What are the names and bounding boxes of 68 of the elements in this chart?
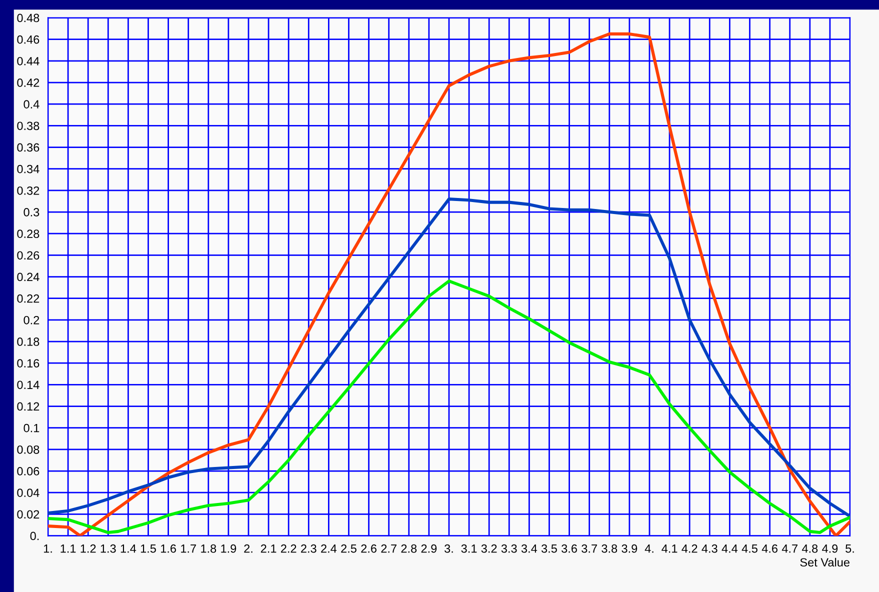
x-tick-label: 1.9: [221, 544, 236, 553]
x-tick-label: 4.9: [822, 544, 838, 553]
x-tick-label: 2.3: [301, 544, 316, 553]
y-tick-label: 0.: [30, 532, 39, 540]
y-tick-label: 0.06: [17, 467, 40, 476]
y-tick-label: 0.4: [24, 100, 40, 108]
y-tick-label: 0.28: [17, 230, 40, 238]
y-tick-label: 0.44: [17, 56, 40, 66]
x-tick-label: 1.: [44, 544, 52, 553]
x-tick-label: 1.8: [201, 544, 216, 553]
x-tick-label: 1.4: [120, 544, 136, 553]
y-tick-label: 0.14: [17, 380, 40, 390]
y-tick-label: 0.02: [17, 510, 40, 519]
x-tick-label: 3.: [444, 544, 453, 553]
x-tick-label: 2.5: [341, 544, 356, 553]
y-tick-label: 0.2: [24, 316, 40, 324]
y-tick-label: 0.1: [24, 424, 40, 432]
y-tick-label: 0.42: [17, 78, 40, 87]
y-tick-label: 0.04: [17, 488, 40, 497]
x-tick-label: 3.1: [461, 544, 477, 553]
x-tick-label: 4.7: [782, 544, 798, 553]
x-tick-label: 3.3: [501, 544, 517, 553]
x-tick-label: 1.1: [60, 544, 76, 553]
x-tick-label: 4.6: [762, 544, 778, 553]
x-tick-label: 3.5: [541, 544, 557, 553]
y-tick-label: 0.48: [17, 14, 40, 22]
y-tick-label: 0.12: [17, 402, 40, 411]
x-tick-label: 3.2: [481, 544, 497, 553]
x-tick-label: 1.6: [160, 544, 176, 553]
x-tick-label: 2.4: [321, 544, 337, 553]
y-tick-label: 0.36: [17, 143, 40, 152]
line-series: [48, 198, 850, 518]
x-tick-label: 4.2: [682, 544, 698, 553]
y-tick-label: 0.24: [17, 272, 40, 282]
x-tick-label: 2.2: [280, 544, 296, 553]
y-tick-label: 0.16: [17, 359, 40, 368]
x-tick-label: 2.9: [421, 544, 437, 553]
x-tick-label: 3.6: [562, 544, 577, 553]
x-tick-label: 4.4: [722, 544, 738, 553]
y-tick-label: 0.26: [17, 251, 40, 260]
x-tick-label: 2.1: [260, 544, 276, 553]
x-tick-label: 2.8: [401, 544, 417, 553]
x-tick-label: 5.: [846, 544, 854, 553]
y-tick-label: 0.32: [17, 186, 40, 195]
x-tick-label: 4.3: [702, 544, 718, 553]
y-tick-label: 0.34: [17, 164, 40, 174]
x-tick-label: 1.3: [100, 544, 116, 553]
y-tick-label: 0.08: [17, 445, 40, 454]
x-tick-label: 4.8: [802, 544, 818, 553]
x-tick-label: 3.4: [521, 544, 538, 553]
y-tick-label: 0.46: [17, 35, 40, 44]
y-tick-label: 0.22: [17, 294, 40, 303]
y-tick-label: 0.18: [17, 338, 40, 346]
x-tick-label: 1.7: [181, 544, 196, 553]
x-tick-label: 2.: [244, 544, 252, 553]
y-tick-label: 0.3: [24, 208, 40, 216]
x-tick-label: 4.: [644, 544, 654, 553]
x-tick-label: 2.7: [381, 544, 396, 553]
x-tick-label: 3.9: [622, 544, 638, 553]
x-tick-label: 3.8: [602, 544, 618, 553]
y-tick-label: 0.38: [17, 122, 40, 130]
x-tick-label: 1.5: [140, 544, 156, 553]
x-axis-title: Set Value: [800, 558, 850, 567]
x-tick-label: 1.2: [80, 544, 96, 553]
x-tick-label: 2.6: [361, 544, 376, 553]
x-tick-label: 3.7: [582, 544, 597, 553]
x-tick-label: 4.5: [742, 544, 758, 553]
x-tick-label: 4.1: [662, 544, 678, 553]
